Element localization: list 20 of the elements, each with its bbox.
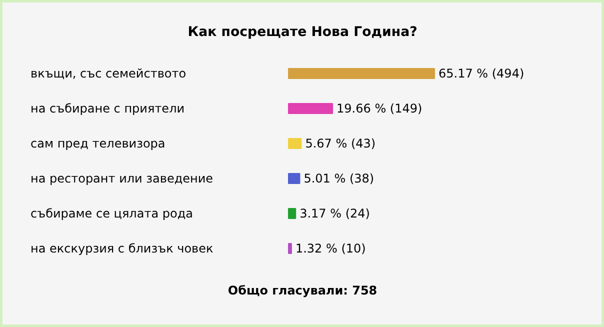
y-tick-label: събираме се цялата рода <box>30 206 193 220</box>
bar <box>288 208 296 219</box>
bar <box>288 138 302 149</box>
bar <box>288 68 435 79</box>
data-label: 65.17 % (494) <box>438 66 524 80</box>
bar <box>288 103 334 114</box>
data-label: 5.67 % (43) <box>305 136 376 150</box>
y-tick-label: на събиране с приятели <box>30 102 185 116</box>
data-label: 1.32 % (10) <box>295 242 366 256</box>
data-label: 19.66 % (149) <box>336 102 422 116</box>
y-tick-label: вкъщи, със семейството <box>30 66 186 80</box>
data-label: 5.01 % (38) <box>304 172 374 186</box>
data-label: 3.17 % (24) <box>300 206 370 220</box>
y-tick-label: сам пред телевизора <box>30 136 166 150</box>
y-tick-label: на екскурзия с близък човек <box>30 242 214 256</box>
text: Общо гласували: 758 <box>228 284 378 298</box>
y-tick-label: на ресторант или заведение <box>30 172 214 186</box>
bar <box>288 243 292 254</box>
chart-title: Как посрещате Нова Година? <box>188 25 418 40</box>
bar <box>288 173 300 184</box>
